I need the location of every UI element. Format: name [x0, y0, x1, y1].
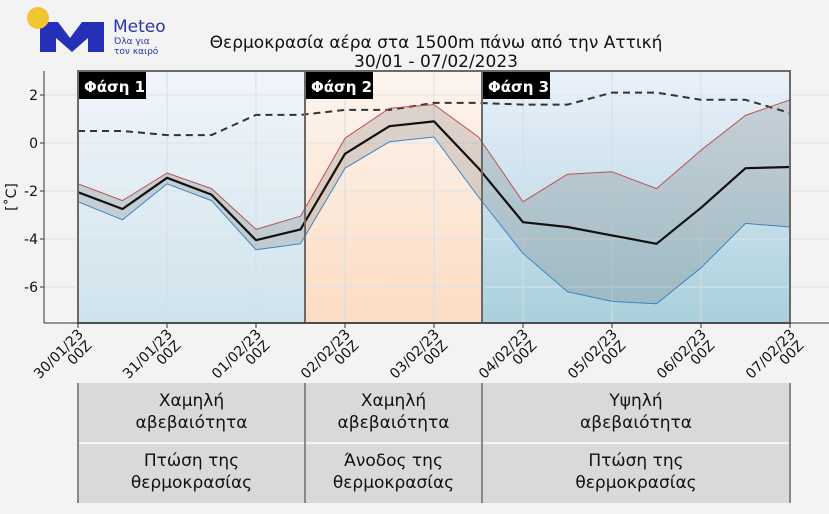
spread-band	[78, 99, 790, 304]
chart-title: Θερμοκρασία αέρα στα 1500m πάνω από την …	[210, 33, 663, 53]
phase-1-background	[78, 71, 305, 323]
phase-1-label-box	[79, 72, 146, 99]
uncertainty-cell: αβεβαιότητα	[338, 413, 450, 433]
uncertainty-cell: Χαμηλή	[361, 391, 426, 411]
uncertainty-cell: Υψηλή	[608, 391, 662, 411]
max-line	[77, 99, 791, 230]
sun-icon	[27, 7, 49, 29]
trend-cell: Άνοδος της	[344, 451, 443, 471]
y-tick-label: 2	[29, 88, 38, 104]
trend-cell: θερμοκρασίας	[131, 473, 252, 493]
uncertainty-cell: Χαμηλή	[159, 391, 224, 411]
phase-2-label-box	[306, 72, 373, 99]
y-tick-label: -2	[24, 184, 38, 200]
trend-cell: θερμοκρασίας	[333, 473, 454, 493]
logo-name: Meteo	[113, 17, 166, 37]
y-tick-label: -6	[24, 280, 38, 296]
trend-cell: θερμοκρασίας	[575, 473, 696, 493]
y-tick-label: 0	[29, 136, 38, 152]
phase-3-background	[482, 71, 790, 323]
logo-tagline: τον καιρό	[114, 46, 159, 57]
mean-line	[77, 120, 791, 245]
trend-cell: Πτώση της	[588, 451, 683, 471]
logo-tagline: Όλα για	[113, 36, 150, 47]
phase-2-label: Φάση 2	[311, 78, 372, 96]
min-line	[77, 136, 791, 305]
phase-2-background	[305, 71, 482, 323]
uncertainty-cell: αβεβαιότητα	[580, 413, 692, 433]
climatology-line	[78, 91, 791, 137]
chart-subtitle: 30/01 - 07/02/2023	[354, 52, 518, 72]
phase-1-label: Φάση 1	[84, 78, 145, 96]
phase-3-label-box	[483, 72, 550, 99]
y-axis-label: [˚C]	[3, 183, 20, 211]
phase-3-label: Φάση 3	[488, 78, 549, 96]
y-tick-label: -4	[24, 232, 38, 248]
meteo-logo: Meteo Όλα για τον καιρό	[27, 7, 166, 57]
trend-cell: Πτώση της	[144, 451, 239, 471]
uncertainty-cell: αβεβαιότητα	[136, 413, 248, 433]
